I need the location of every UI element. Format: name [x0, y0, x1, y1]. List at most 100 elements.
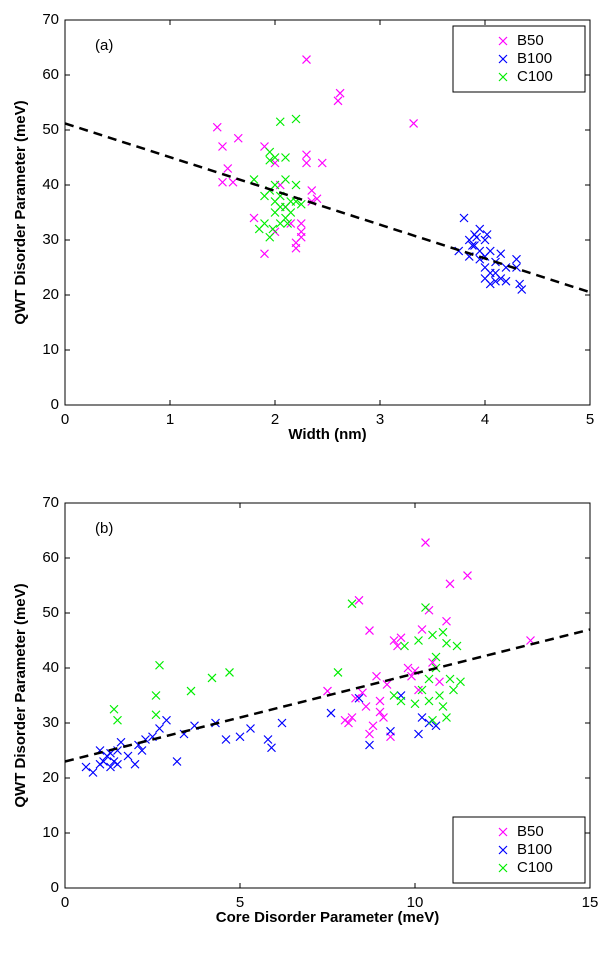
legend-label: B100 [517, 841, 552, 858]
marker [396, 633, 406, 643]
marker [260, 249, 269, 259]
marker [410, 699, 420, 709]
y-tick-label: 0 [51, 879, 59, 896]
series [323, 538, 535, 742]
legend-label: C100 [517, 68, 553, 85]
legend-label: B100 [517, 50, 552, 67]
y-tick-label: 70 [42, 11, 59, 28]
marker [312, 194, 322, 204]
legend-box [452, 25, 586, 93]
y-tick-label: 30 [42, 714, 59, 731]
marker [307, 186, 317, 195]
marker [277, 718, 287, 728]
y-tick-label: 60 [42, 66, 59, 83]
marker [442, 616, 451, 626]
marker [396, 696, 406, 706]
marker [498, 845, 508, 855]
marker [351, 693, 360, 703]
marker [296, 199, 306, 209]
marker [472, 232, 482, 242]
marker [491, 276, 500, 286]
marker [361, 702, 371, 711]
x-axis-label: Core Disorder Parameter (meV) [216, 909, 439, 926]
marker [480, 235, 490, 245]
marker [291, 243, 301, 253]
marker [302, 150, 311, 160]
marker [475, 224, 485, 234]
marker [109, 704, 119, 714]
marker [438, 627, 448, 637]
marker [172, 757, 182, 766]
marker [270, 153, 280, 162]
marker [333, 667, 343, 677]
marker [414, 636, 423, 645]
marker [106, 762, 115, 772]
marker [302, 55, 311, 65]
marker [223, 164, 233, 173]
marker [435, 691, 444, 700]
marker [228, 177, 238, 187]
marker [354, 693, 364, 703]
marker [225, 667, 234, 677]
marker [428, 630, 437, 640]
marker [365, 729, 374, 739]
marker [116, 737, 126, 747]
axes-box [64, 19, 591, 406]
marker [326, 708, 336, 718]
legend-label: B50 [517, 32, 544, 49]
marker [414, 729, 423, 739]
y-tick-label: 40 [42, 659, 59, 676]
marker [421, 538, 430, 548]
marker [218, 142, 227, 151]
marker [267, 743, 276, 753]
y-axis-label: QWT Disorder Parameter (meV) [12, 100, 29, 324]
marker [428, 658, 437, 667]
y-tick-label: 70 [42, 494, 59, 511]
marker [265, 232, 275, 242]
marker [347, 713, 357, 722]
marker [335, 88, 345, 98]
y-tick-label: 30 [42, 231, 59, 248]
marker [496, 249, 506, 259]
marker [281, 153, 290, 162]
x-tick-label: 10 [407, 894, 424, 911]
marker [498, 36, 508, 46]
marker [151, 710, 161, 720]
marker [99, 757, 108, 766]
marker [485, 246, 495, 256]
marker [498, 72, 508, 82]
marker [233, 133, 243, 143]
marker [88, 768, 98, 777]
marker [246, 724, 255, 733]
marker [358, 688, 367, 698]
marker [467, 241, 477, 250]
marker [186, 686, 196, 696]
marker [379, 713, 388, 722]
marker [442, 713, 451, 722]
marker [113, 759, 122, 769]
marker [428, 715, 437, 725]
series [109, 599, 465, 725]
marker [393, 641, 402, 651]
marker [162, 715, 171, 725]
marker [414, 685, 423, 695]
marker [365, 740, 374, 750]
x-tick-label: 0 [61, 894, 69, 911]
marker [498, 827, 508, 837]
marker [456, 677, 465, 687]
marker [265, 155, 275, 165]
y-tick-label: 0 [51, 396, 59, 413]
panel-label: (b) [95, 520, 113, 537]
marker [137, 746, 147, 755]
marker [155, 724, 164, 733]
marker [424, 674, 434, 684]
marker [485, 279, 495, 289]
marker [296, 227, 306, 237]
marker [496, 274, 506, 283]
marker [482, 230, 492, 239]
y-tick-label: 10 [42, 341, 59, 358]
x-tick-label: 0 [61, 411, 69, 428]
